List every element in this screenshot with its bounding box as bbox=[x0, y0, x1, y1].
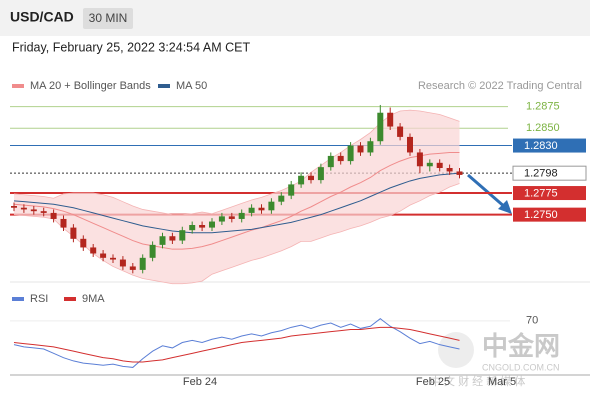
level-label: 1.2798 bbox=[524, 168, 558, 180]
candle-body bbox=[317, 167, 324, 181]
x-tick-label: Feb 25 bbox=[416, 376, 450, 388]
candle-body bbox=[258, 207, 265, 211]
candle-body bbox=[11, 206, 17, 208]
candle-body bbox=[308, 175, 314, 181]
x-tick-label: Feb 24 bbox=[183, 376, 217, 388]
bollinger-band bbox=[14, 110, 460, 284]
candle-body bbox=[30, 209, 37, 212]
bollinger-lower bbox=[13, 183, 460, 285]
candle-body bbox=[238, 212, 245, 219]
ma20-line bbox=[13, 151, 460, 250]
level-label-box bbox=[512, 165, 587, 181]
candle-body bbox=[436, 162, 443, 168]
candle-body bbox=[248, 207, 255, 213]
candle-body bbox=[337, 155, 344, 162]
y-tick-label: 70 bbox=[526, 315, 538, 327]
candle-body bbox=[298, 175, 305, 185]
legend-swatch bbox=[158, 84, 170, 88]
indicator-line bbox=[13, 326, 460, 363]
candle-body bbox=[169, 236, 176, 241]
level-label: 1.2875 bbox=[526, 101, 560, 113]
candle-body bbox=[288, 184, 295, 196]
candle-body bbox=[426, 162, 433, 167]
interval-badge bbox=[83, 8, 133, 29]
level-label: 1.2850 bbox=[526, 122, 560, 134]
candle-body bbox=[110, 257, 116, 260]
candle-body bbox=[50, 212, 57, 219]
watermark-logo bbox=[438, 332, 474, 368]
candle-body bbox=[416, 152, 423, 167]
legend-label: 9MA bbox=[82, 293, 105, 305]
candle-body bbox=[60, 218, 67, 228]
candle-body bbox=[218, 216, 225, 222]
candle-body bbox=[100, 253, 107, 258]
x-tick-label: Mar 5 bbox=[488, 376, 516, 388]
candle-body bbox=[129, 266, 136, 270]
candle-body bbox=[357, 145, 364, 153]
indicator-line bbox=[13, 318, 460, 368]
legend-label: RSI bbox=[30, 293, 48, 305]
legend-swatch bbox=[64, 297, 76, 301]
candle-body bbox=[397, 126, 404, 137]
legend-swatch bbox=[12, 84, 24, 88]
level-label-box bbox=[513, 138, 586, 153]
legend-label: MA 50 bbox=[176, 80, 207, 92]
watermark-site: CNGOLD.COM.CN bbox=[482, 362, 560, 372]
candle-body bbox=[70, 227, 77, 239]
candle-body bbox=[119, 259, 126, 267]
candle-body bbox=[149, 244, 156, 258]
candle-body bbox=[387, 112, 394, 127]
legend-label: MA 20 + Bollinger Bands bbox=[30, 80, 151, 92]
candle-body bbox=[228, 216, 235, 219]
candle-body bbox=[199, 225, 206, 228]
candle-body bbox=[446, 168, 453, 172]
forecast-arrow bbox=[467, 173, 507, 210]
candle-body bbox=[139, 257, 146, 270]
symbol: USD/CAD bbox=[10, 9, 74, 25]
level-label: 1.2750 bbox=[524, 209, 558, 221]
candle-body bbox=[159, 236, 166, 245]
level-label-box bbox=[513, 186, 586, 201]
watermark-brand: 中金网 bbox=[482, 331, 560, 361]
candle-body bbox=[327, 155, 334, 168]
level-label: 1.2775 bbox=[524, 187, 558, 199]
candle-body bbox=[456, 171, 463, 175]
watermark-slogan: 中 文 财 经 新 媒 体 bbox=[430, 374, 525, 388]
candle-body bbox=[40, 211, 47, 213]
candle-body bbox=[278, 195, 285, 202]
forecast-arrow-head bbox=[498, 200, 512, 214]
ma50-line bbox=[13, 172, 460, 234]
candle-body bbox=[209, 221, 215, 228]
candle-body bbox=[268, 201, 275, 211]
candle-body bbox=[179, 230, 186, 241]
candle-body bbox=[80, 238, 87, 248]
candle-body bbox=[189, 225, 196, 231]
interval: 30 MIN bbox=[89, 11, 128, 25]
level-label-box bbox=[513, 207, 586, 222]
candle-body bbox=[20, 207, 27, 210]
credit: Research © 2022 Trading Central bbox=[418, 80, 582, 92]
timestamp: Friday, February 25, 2022 3:24:54 AM CET bbox=[12, 40, 250, 54]
level-label: 1.2830 bbox=[524, 140, 558, 152]
candle-body bbox=[407, 136, 413, 153]
candle-body bbox=[367, 141, 374, 153]
candle-body bbox=[377, 112, 384, 142]
candle-body bbox=[347, 145, 354, 162]
bollinger-upper bbox=[13, 109, 460, 216]
candle-body bbox=[90, 247, 97, 254]
legend-swatch bbox=[12, 297, 24, 301]
